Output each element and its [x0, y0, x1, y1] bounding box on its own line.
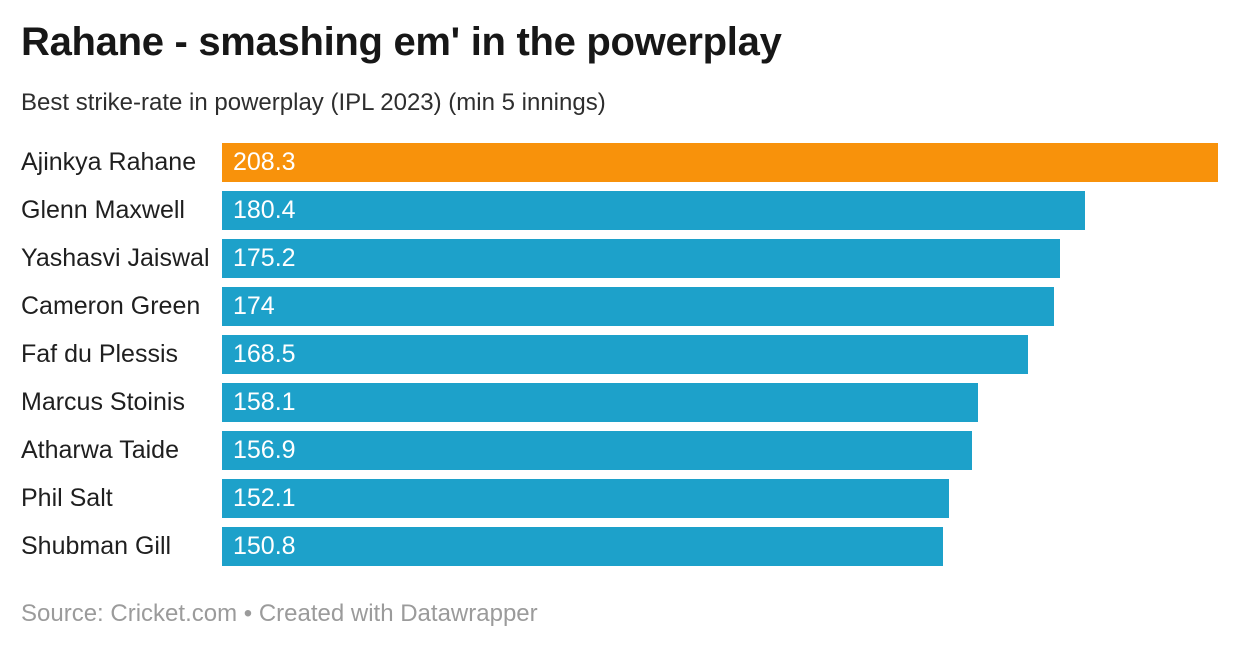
- bar-row: Glenn Maxwell 180.4: [21, 191, 1218, 230]
- bar-row: Phil Salt 152.1: [21, 479, 1218, 518]
- bar-row: Ajinkya Rahane 208.3: [21, 143, 1218, 182]
- source-link[interactable]: Cricket.com: [110, 600, 238, 627]
- bar-track: 158.1: [222, 383, 1218, 422]
- bar-value-label: 158.1: [233, 388, 296, 416]
- bar-value-label: 174: [233, 292, 275, 320]
- bar[interactable]: 180.4: [222, 191, 1085, 230]
- footer-separator: •: [237, 600, 259, 627]
- bar[interactable]: 152.1: [222, 479, 950, 518]
- player-name-label: Glenn Maxwell: [21, 196, 185, 224]
- bar[interactable]: 175.2: [222, 239, 1060, 278]
- chart-subtitle: Best strike-rate in powerplay (IPL 2023)…: [21, 89, 606, 116]
- bar[interactable]: 174: [222, 287, 1054, 326]
- bar-track: 180.4: [222, 191, 1218, 230]
- bar-value-label: 175.2: [233, 244, 296, 272]
- player-name-label: Atharwa Taide: [21, 436, 179, 464]
- bar[interactable]: 156.9: [222, 431, 973, 470]
- chart-footer: Source: Cricket.com • Created with Dataw…: [21, 599, 1218, 629]
- bar-value-label: 168.5: [233, 340, 296, 368]
- bar-track: 168.5: [222, 335, 1218, 374]
- bar-row: Shubman Gill 150.8: [21, 527, 1218, 566]
- bar-chart: Ajinkya Rahane 208.3 Glenn Maxwell 180.4…: [21, 143, 1218, 566]
- bar-track: 152.1: [222, 479, 1218, 518]
- player-name-label: Faf du Plessis: [21, 340, 179, 368]
- player-name-label: Cameron Green: [21, 292, 201, 320]
- bar-track: 175.2: [222, 239, 1218, 278]
- source-prefix-label: Source:: [21, 600, 111, 627]
- bar-value-label: 150.8: [233, 532, 296, 560]
- bar-track: 174: [222, 287, 1218, 326]
- bar-row: Atharwa Taide 156.9: [21, 431, 1218, 470]
- bar-value-label: 152.1: [233, 484, 296, 512]
- bar-row: Cameron Green 174: [21, 287, 1218, 326]
- bar[interactable]: 208.3: [222, 143, 1218, 182]
- bar-row: Yashasvi Jaiswal 175.2: [21, 239, 1218, 278]
- bar-row: Faf du Plessis 168.5: [21, 335, 1218, 374]
- player-name-label: Shubman Gill: [21, 532, 172, 560]
- datawrapper-attribution-link[interactable]: Created with Datawrapper: [258, 600, 538, 627]
- bar-track: 208.3: [222, 143, 1218, 182]
- bar[interactable]: 158.1: [222, 383, 978, 422]
- player-name-label: Yashasvi Jaiswal: [21, 244, 210, 272]
- bar-track: 150.8: [222, 527, 1218, 566]
- bar-row: Marcus Stoinis 158.1: [21, 383, 1218, 422]
- bar[interactable]: 150.8: [222, 527, 944, 566]
- bar[interactable]: 168.5: [222, 335, 1028, 374]
- bar-track: 156.9: [222, 431, 1218, 470]
- bar-value-label: 208.3: [233, 148, 296, 176]
- player-name-label: Ajinkya Rahane: [21, 148, 197, 176]
- player-name-label: Phil Salt: [21, 484, 113, 512]
- player-name-label: Marcus Stoinis: [21, 388, 185, 416]
- chart-title: Rahane - smashing em' in the powerplay: [21, 20, 782, 64]
- bar-value-label: 156.9: [233, 436, 296, 464]
- bar-value-label: 180.4: [233, 196, 296, 224]
